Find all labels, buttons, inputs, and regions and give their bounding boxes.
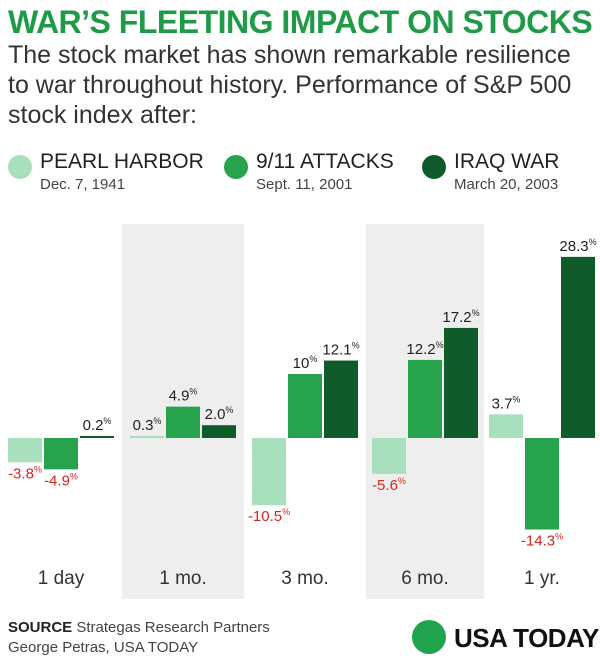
bar-sept-11-0 <box>44 438 78 470</box>
bar-sept-11-2 <box>288 374 322 438</box>
logo-dot-icon <box>412 620 446 654</box>
legend-name-iraq-war: IRAQ WAR <box>454 150 560 173</box>
value-label-iraq-war-3: 17.2% <box>442 308 479 326</box>
bar-pearl-harbor-2 <box>252 438 286 506</box>
chart-subtitle: The stock market has shown remarkable re… <box>8 41 572 129</box>
category-label-4: 1 yr. <box>524 568 560 589</box>
legend-name-pearl-harbor: PEARL HARBOR <box>40 150 204 173</box>
bar-sept-11-1 <box>166 406 200 438</box>
value-label-pearl-harbor-3: -5.6% <box>372 476 406 494</box>
source-label: SOURCE <box>8 619 73 636</box>
bar-iraq-war-2 <box>324 360 358 438</box>
category-label-3: 6 mo. <box>401 568 449 589</box>
value-label-iraq-war-0: 0.2% <box>83 416 112 434</box>
logo-text: USA TODAY <box>454 623 599 653</box>
legend-swatch-iraq-war <box>422 155 446 179</box>
legend-date-pearl-harbor: Dec. 7, 1941 <box>40 176 126 193</box>
category-label-2: 3 mo. <box>281 568 329 589</box>
legend: PEARL HARBOR Dec. 7, 1941 9/11 ATTACKS S… <box>0 150 600 200</box>
value-label-sept-11-0: -4.9% <box>44 471 78 489</box>
bar-iraq-war-0 <box>80 436 114 438</box>
category-label-1: 1 mo. <box>159 568 207 589</box>
bar-pearl-harbor-0 <box>8 438 42 463</box>
value-label-iraq-war-4: 28.3% <box>559 237 596 255</box>
legend-date-sept-11: Sept. 11, 2001 <box>256 176 353 193</box>
source-block: SOURCE Strategas Research Partners Georg… <box>8 618 270 658</box>
credit-text: George Petras, USA TODAY <box>8 639 199 656</box>
value-label-pearl-harbor-0: -3.8% <box>8 464 42 482</box>
source-text: Strategas Research Partners <box>76 619 270 636</box>
bar-sept-11-4 <box>525 438 559 530</box>
bar-pearl-harbor-1 <box>130 436 164 438</box>
legend-name-sept-11: 9/11 ATTACKS <box>256 150 394 173</box>
value-label-pearl-harbor-4: 3.7% <box>492 394 521 412</box>
bar-iraq-war-3 <box>444 327 478 438</box>
value-label-iraq-war-2: 12.1% <box>322 341 359 359</box>
chart-title: WAR’S FLEETING IMPACT ON STOCKS <box>8 4 593 40</box>
bar-pearl-harbor-4 <box>489 414 523 438</box>
bar-sept-11-3 <box>408 359 442 438</box>
value-label-sept-11-4: -14.3% <box>521 532 563 550</box>
bar-pearl-harbor-3 <box>372 438 406 474</box>
bar-iraq-war-1 <box>202 425 236 438</box>
category-label-0: 1 day <box>38 568 85 589</box>
legend-swatch-pearl-harbor <box>8 155 32 179</box>
legend-swatch-sept-11 <box>224 155 248 179</box>
bar-iraq-war-4 <box>561 256 595 438</box>
value-label-sept-11-2: 10% <box>293 354 318 372</box>
legend-date-iraq-war: March 20, 2003 <box>454 176 559 193</box>
value-label-sept-11-3: 12.2% <box>406 340 443 358</box>
value-label-pearl-harbor-2: -10.5% <box>248 507 290 525</box>
